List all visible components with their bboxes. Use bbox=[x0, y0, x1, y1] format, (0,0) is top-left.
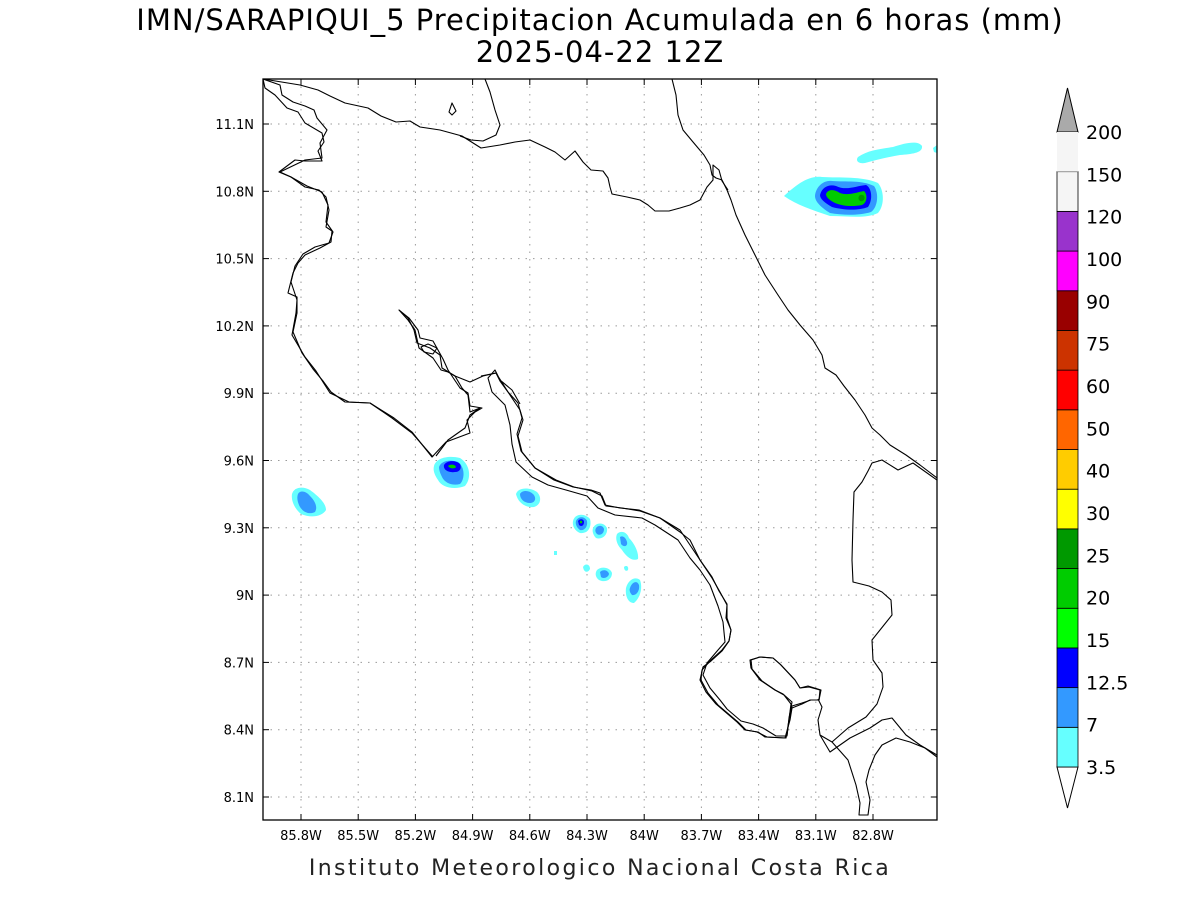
nicaragua-costa-rica-border bbox=[263, 79, 821, 739]
nicaragua-coast-north bbox=[459, 79, 501, 142]
precip-cell-west-coast bbox=[291, 487, 326, 517]
colorbar-level-label: 3.5 bbox=[1086, 757, 1116, 779]
credit-footer: Instituto Meteorologico Nacional Costa R… bbox=[308, 856, 892, 881]
map-subtitle: 2025-04-22 12Z bbox=[475, 35, 725, 69]
colorbar-level-label: 75 bbox=[1086, 334, 1110, 356]
colorbar-swatch bbox=[1056, 449, 1079, 490]
gulf-of-nicoya-east bbox=[480, 372, 822, 739]
lat-tick-label: 10.8N bbox=[215, 185, 254, 200]
colorbar-swatch bbox=[1056, 210, 1079, 252]
lon-tick-label: 85.8W bbox=[280, 829, 322, 844]
lat-tick-label: 11.1N bbox=[215, 118, 254, 133]
precip-cell-caribbean-northeast bbox=[784, 176, 883, 217]
lat-tick-label: 9N bbox=[236, 589, 254, 604]
colorbar-level-label: 50 bbox=[1086, 418, 1110, 440]
colorbar-over-arrow bbox=[1056, 87, 1079, 133]
caribbean-coast bbox=[671, 79, 937, 479]
lat-tick-label: 10.2N bbox=[215, 320, 254, 335]
colorbar-level-label: 15 bbox=[1086, 630, 1110, 652]
colorbar-swatch bbox=[1056, 409, 1079, 450]
colorbar-level-label: 100 bbox=[1086, 249, 1122, 271]
colorbar-swatch bbox=[1056, 647, 1079, 689]
colorbar-swatch bbox=[1056, 726, 1079, 768]
lat-tick-label: 8.7N bbox=[224, 656, 254, 671]
colorbar-swatch bbox=[1056, 369, 1079, 411]
lon-tick-label: 83.7W bbox=[680, 829, 722, 844]
colorbar-swatch bbox=[1056, 687, 1079, 728]
lat-tick-label: 10.5N bbox=[215, 253, 254, 268]
san-juan-river-border bbox=[263, 79, 729, 212]
colorbar-level-label: 150 bbox=[1086, 164, 1122, 186]
colorbar-level-label: 60 bbox=[1086, 376, 1110, 398]
precip-cells-south-pacific bbox=[554, 514, 642, 603]
precip-band-offshore bbox=[856, 142, 923, 164]
lon-tick-label: 84.6W bbox=[509, 829, 551, 844]
colorbar-swatch bbox=[1056, 171, 1079, 212]
map-axes: 85.8W 85.5W 85.2W 84.9W 84.6W 84.3W 84W 83.7W 83… bbox=[215, 79, 937, 844]
colorbar-swatch bbox=[1056, 488, 1079, 530]
colorbar-level-label: 30 bbox=[1086, 503, 1110, 525]
pacific-coast-main bbox=[263, 79, 434, 458]
colorbar-swatch bbox=[1056, 250, 1079, 292]
lon-tick-label: 85.2W bbox=[394, 829, 436, 844]
colorbar-level-label: 200 bbox=[1086, 122, 1122, 144]
map-title: IMN/SARAPIQUI_5 Precipitacion Acumulada … bbox=[136, 3, 1064, 37]
colorbar-under-arrow bbox=[1056, 766, 1079, 809]
precip-cell-gulf bbox=[516, 488, 541, 508]
colorbar-swatch bbox=[1056, 330, 1079, 371]
colorbar-level-label: 20 bbox=[1086, 588, 1110, 610]
colorbar-swatch bbox=[1056, 528, 1079, 569]
coastline bbox=[263, 79, 937, 816]
lat-tick-label: 8.4N bbox=[224, 724, 254, 739]
lon-tick-label: 83.4W bbox=[738, 829, 780, 844]
colorbar-swatch bbox=[1056, 568, 1079, 609]
lon-tick-label: 83.1W bbox=[795, 829, 837, 844]
colorbar-level-label: 40 bbox=[1086, 461, 1110, 483]
burica-peninsula bbox=[831, 737, 937, 816]
nicoya-inner-coast bbox=[398, 309, 481, 457]
colorbar: 3.5 7 12.5 15 20 25 30 40 50 60 75 90 100 120 150 200 bbox=[1056, 87, 1128, 809]
lon-tick-label: 82.8W bbox=[852, 829, 894, 844]
lat-tick-label: 9.3N bbox=[224, 522, 254, 537]
lat-tick-label: 9.6N bbox=[224, 455, 254, 470]
colorbar-level-label: 120 bbox=[1086, 207, 1122, 229]
lon-tick-label: 84W bbox=[629, 829, 659, 844]
nicaragua-lake-island bbox=[448, 102, 457, 116]
colorbar-level-label: 25 bbox=[1086, 545, 1110, 567]
lon-tick-label: 84.3W bbox=[566, 829, 608, 844]
colorbar-swatch bbox=[1056, 607, 1079, 649]
colorbar-level-label: 7 bbox=[1086, 715, 1098, 737]
colorbar-swatch bbox=[1056, 290, 1079, 331]
precipitation-field bbox=[291, 142, 937, 603]
lon-tick-label: 84.9W bbox=[452, 829, 494, 844]
map-frame bbox=[262, 78, 938, 821]
colorbar-level-label: 12.5 bbox=[1086, 672, 1128, 694]
panama-border-and-coast bbox=[817, 459, 937, 743]
lon-tick-label: 85.5W bbox=[337, 829, 379, 844]
colorbar-level-label: 90 bbox=[1086, 291, 1110, 313]
lat-tick-label: 8.1N bbox=[224, 791, 254, 806]
nicoya-island bbox=[420, 343, 438, 355]
lat-tick-label: 9.9N bbox=[224, 387, 254, 402]
precip-cell-nicoya bbox=[433, 456, 470, 488]
